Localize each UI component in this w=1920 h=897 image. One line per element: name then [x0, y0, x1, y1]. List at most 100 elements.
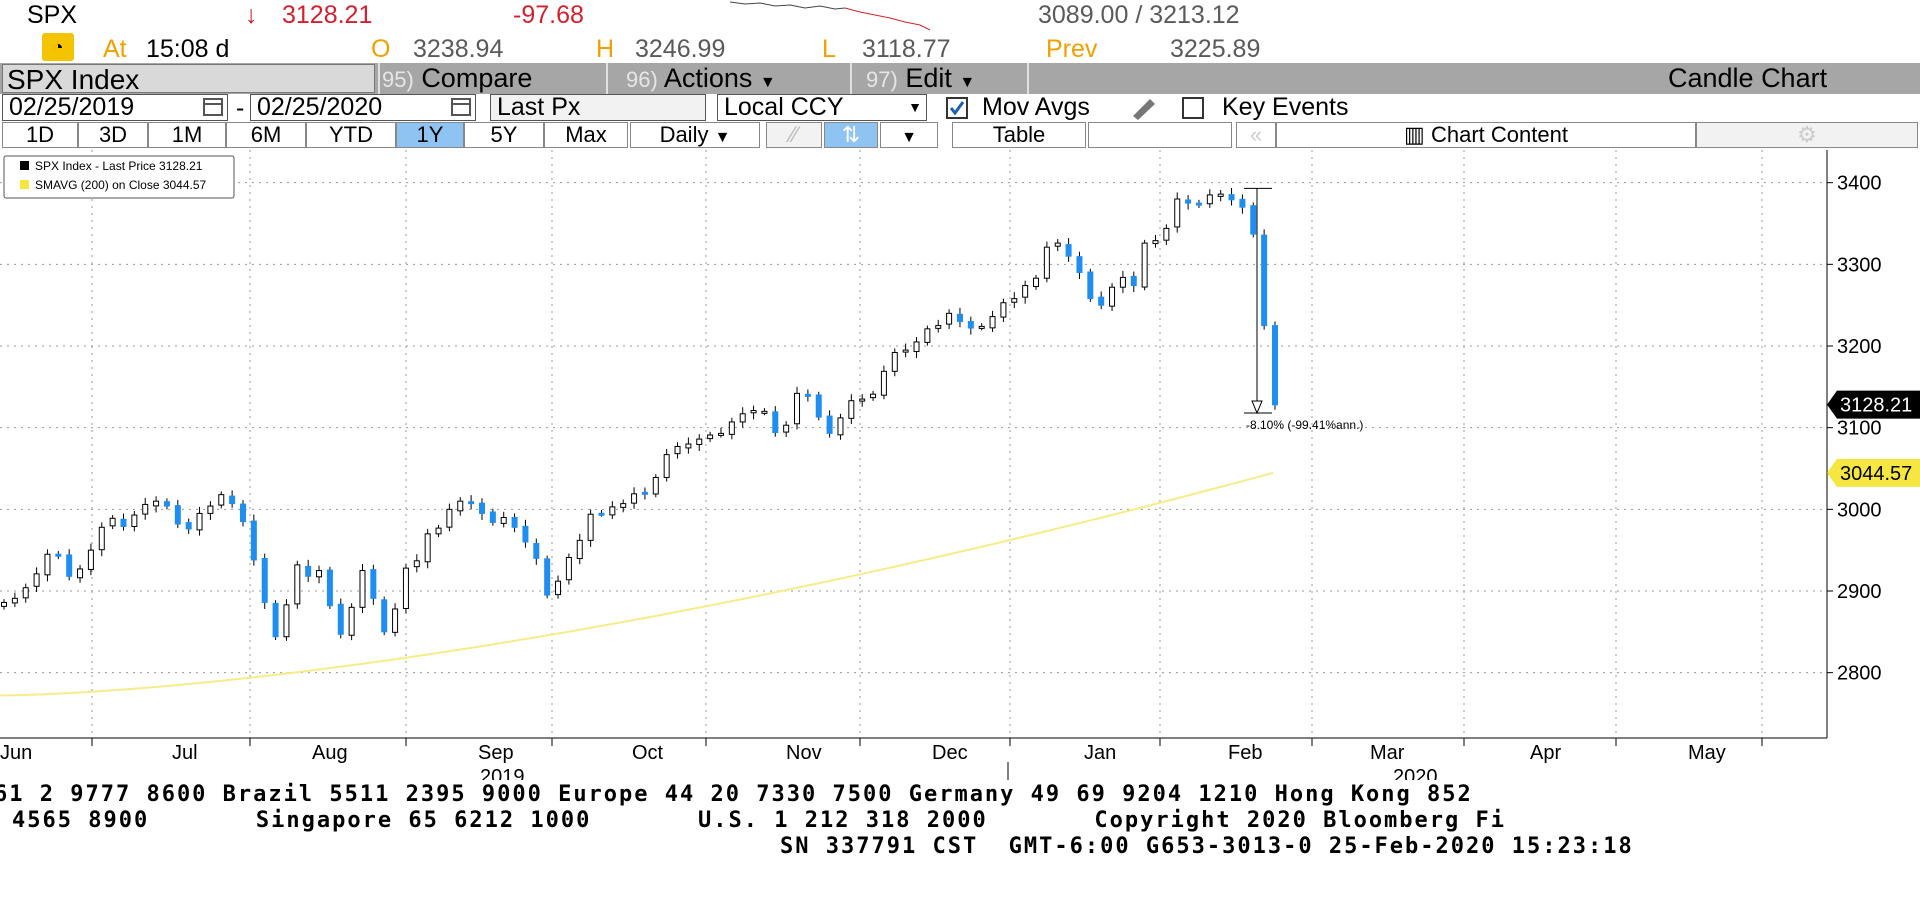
range-tab-1y[interactable]: 1Y	[396, 122, 464, 148]
candle-down	[185, 522, 192, 530]
candle-up	[1109, 286, 1116, 307]
candle	[1087, 268, 1094, 302]
candle-up	[880, 370, 887, 396]
candle	[522, 519, 529, 548]
low-label: L	[822, 35, 836, 63]
checkmark-icon	[949, 101, 965, 116]
candle	[98, 522, 105, 557]
candle	[859, 394, 866, 407]
candle	[1228, 188, 1235, 206]
candle-up	[446, 508, 453, 528]
range-tab-6m[interactable]: 6M	[226, 122, 306, 148]
candle	[468, 495, 475, 510]
actions-number: 96)	[626, 67, 658, 92]
pencil-icon[interactable]	[1130, 96, 1158, 120]
collapse-icon[interactable]: «	[1236, 122, 1276, 148]
candle	[620, 499, 627, 513]
candle-up	[1, 601, 7, 607]
candle-up	[424, 533, 431, 563]
x-year-label: 2020	[1393, 766, 1438, 780]
candle	[1000, 298, 1007, 322]
candle	[1185, 195, 1192, 210]
mov-avgs-checkbox[interactable]	[946, 97, 968, 119]
end-date-field[interactable]: 02/25/2020	[250, 94, 476, 121]
candle-up	[902, 349, 909, 353]
candle-up	[620, 503, 627, 508]
key-events-checkbox[interactable]	[1182, 97, 1204, 119]
candle	[848, 394, 855, 425]
candle-down	[522, 525, 529, 543]
candle	[663, 448, 670, 482]
candle	[837, 413, 844, 440]
candle-up	[1174, 198, 1181, 228]
candle-up	[587, 513, 594, 541]
divider	[378, 63, 380, 94]
actions-menu[interactable]: 96) Actions ▼	[626, 63, 856, 94]
candle-up	[989, 316, 996, 329]
y-tick-label: 3100	[1837, 418, 1882, 440]
range-tab-3d[interactable]: 3D	[78, 122, 148, 148]
x-month-label: Sep	[478, 742, 514, 764]
candle	[587, 509, 594, 547]
calendar-icon[interactable]	[203, 98, 223, 116]
candles	[1, 188, 1278, 641]
function-bar: SPX Index 95) Compare 96) Actions ▼ 97) …	[0, 63, 1920, 94]
candle-down	[478, 502, 485, 514]
table-button[interactable]: Table	[952, 122, 1086, 148]
candle	[218, 491, 225, 509]
candle-up	[131, 514, 138, 527]
line-chart-icon[interactable]: ⁄⁄	[766, 122, 822, 148]
range-tab-1d[interactable]: 1D	[2, 122, 78, 148]
range-tab-1m[interactable]: 1M	[148, 122, 226, 148]
start-date-field[interactable]: 02/25/2019	[2, 94, 228, 121]
candle	[239, 500, 246, 527]
compare-button[interactable]: 95) Compare	[382, 63, 602, 94]
legend-box	[3, 155, 235, 199]
chevron-down-icon: ▼	[908, 99, 922, 115]
periodicity-dropdown[interactable]: Daily ▼	[630, 122, 760, 148]
candle-up	[674, 445, 681, 455]
candle-up	[913, 341, 920, 353]
range-tab-ytd[interactable]: YTD	[306, 122, 396, 148]
candle-up	[44, 553, 51, 576]
candle	[870, 390, 877, 401]
range-tab-max[interactable]: Max	[544, 122, 628, 148]
range-tab-5y[interactable]: 5Y	[464, 122, 544, 148]
candle	[250, 514, 257, 566]
chevron-down-icon: ▼	[959, 74, 976, 91]
candle-up	[750, 410, 757, 414]
x-month-label: Jan	[1084, 742, 1116, 764]
table-label: Table	[992, 122, 1046, 147]
field-selector[interactable]: Last Px	[490, 94, 706, 121]
settings-gear-icon[interactable]: ⚙	[1696, 122, 1918, 148]
realtime-badge-icon: ◔	[42, 33, 74, 61]
candle-up	[870, 393, 877, 399]
candle	[1217, 190, 1224, 202]
edit-menu[interactable]: 97) Edit ▼	[866, 63, 1016, 94]
drop-measure-annotation: -8.10% (-99.41%ann.)	[1244, 187, 1363, 432]
chart-content-label: Chart Content	[1430, 122, 1568, 147]
currency-dropdown[interactable]: Local CCY ▼	[717, 94, 927, 121]
candle-chart-icon[interactable]: ⇅	[824, 122, 878, 148]
candle	[1206, 189, 1213, 208]
chart-type-label: Candle Chart	[1668, 63, 1828, 93]
security-field[interactable]: SPX Index	[2, 64, 375, 94]
candle-up	[978, 325, 985, 329]
candle-up	[218, 494, 225, 506]
legend-swatch-sma	[20, 180, 29, 189]
candle-chart[interactable]: 3400 3300 3200 3100 3000 2900 2800 Jun Jul Aug Se…	[0, 150, 1920, 780]
candle	[435, 524, 442, 538]
candle	[685, 437, 692, 454]
actions-label: Actions	[663, 63, 753, 93]
candle-down	[261, 557, 268, 603]
legend-sma: SMAVG (200) on Close 3044.57	[35, 178, 207, 192]
candle	[229, 490, 236, 508]
y-axis: 3400 3300 3200 3100 3000 2900 2800	[1827, 173, 1882, 685]
calendar-icon[interactable]	[451, 98, 471, 116]
candle-up	[109, 517, 116, 527]
candle-down	[1065, 244, 1072, 257]
candle	[511, 513, 518, 533]
chart-style-dropdown[interactable]: ▼	[880, 122, 938, 148]
edit-label: Edit	[905, 63, 952, 93]
chart-content-button[interactable]: ▥ Chart Content	[1276, 122, 1696, 148]
